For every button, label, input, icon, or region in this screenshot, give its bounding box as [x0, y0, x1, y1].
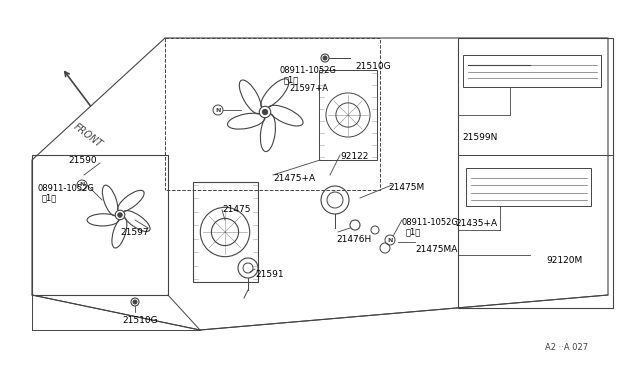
- Text: 21475M: 21475M: [388, 183, 424, 192]
- Bar: [463, 55, 601, 87]
- Text: 21510G: 21510G: [355, 62, 390, 71]
- Text: 21475+A: 21475+A: [273, 174, 315, 183]
- Circle shape: [77, 180, 87, 190]
- Text: 21435+A: 21435+A: [455, 219, 497, 228]
- Text: 21475MA: 21475MA: [415, 245, 458, 254]
- Bar: [458, 38, 613, 308]
- Circle shape: [118, 213, 122, 217]
- Text: A2 ··A 027: A2 ··A 027: [545, 343, 588, 352]
- Circle shape: [321, 54, 329, 62]
- Bar: [466, 168, 591, 206]
- Text: 92120M: 92120M: [546, 256, 582, 265]
- Text: 08911-1052G: 08911-1052G: [38, 184, 95, 193]
- Text: N: N: [79, 183, 84, 187]
- Text: N: N: [215, 108, 221, 112]
- Text: 1: 1: [42, 193, 57, 202]
- Text: N: N: [387, 237, 393, 243]
- Text: 21597: 21597: [120, 228, 148, 237]
- Text: 08911-1052G: 08911-1052G: [402, 218, 459, 227]
- Bar: [319, 70, 377, 160]
- Circle shape: [213, 105, 223, 115]
- Text: 1: 1: [284, 75, 300, 84]
- Text: 92122: 92122: [340, 152, 369, 161]
- Text: 21599N: 21599N: [462, 133, 498, 142]
- Text: 21590: 21590: [68, 156, 97, 165]
- Text: 21475: 21475: [222, 205, 250, 214]
- Circle shape: [385, 235, 395, 245]
- Text: 21510G: 21510G: [122, 316, 157, 325]
- Circle shape: [262, 109, 268, 115]
- Text: FRONT: FRONT: [72, 122, 104, 150]
- Bar: [193, 182, 257, 282]
- Circle shape: [133, 300, 137, 304]
- Text: 08911-1052G: 08911-1052G: [280, 66, 337, 75]
- Circle shape: [259, 106, 271, 118]
- Text: 21591: 21591: [255, 270, 284, 279]
- Circle shape: [131, 298, 139, 306]
- Circle shape: [115, 210, 125, 220]
- Text: 21597+A: 21597+A: [289, 84, 328, 93]
- Text: 21476H: 21476H: [336, 235, 371, 244]
- Circle shape: [323, 56, 327, 60]
- Text: 1: 1: [406, 227, 421, 236]
